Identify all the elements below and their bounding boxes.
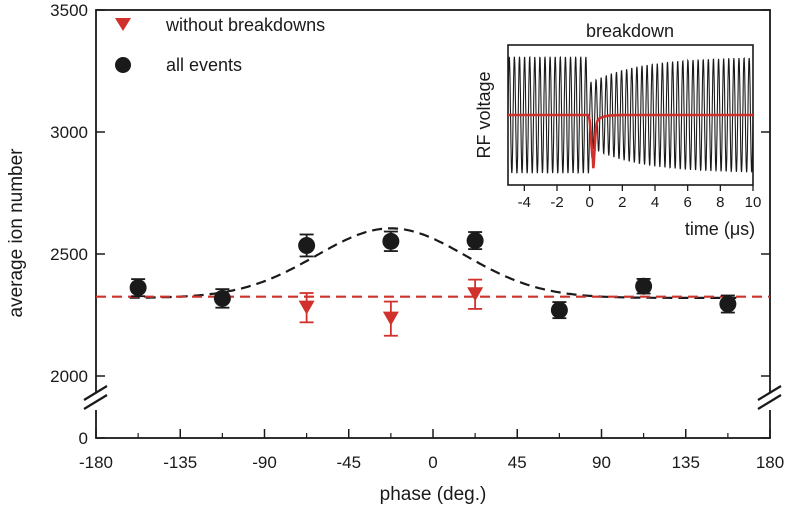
- y-axis-break-left: [82, 385, 112, 410]
- inset-x-tick-label: 6: [683, 194, 691, 211]
- legend-marker-without-breakdowns: [115, 18, 131, 31]
- x-tick-label: 180: [756, 453, 784, 472]
- y-axis-ticks: 0 2000 2500 3000 3500: [50, 1, 770, 448]
- legend-label-without-breakdowns: without breakdowns: [165, 15, 325, 35]
- data-point-without-breakdowns: [298, 292, 315, 324]
- y-axis-label: average ion number: [6, 148, 27, 318]
- marker-circle: [550, 301, 568, 319]
- x-axis-ticks: -180 -135 -90 -45 0 45 90 135 180: [79, 429, 784, 472]
- inset-x-tick-label: -2: [550, 194, 563, 211]
- marker-circle: [213, 289, 231, 307]
- series-points: [129, 230, 737, 337]
- inset-x-tick-label: 0: [585, 194, 593, 211]
- x-tick-label: -180: [79, 453, 113, 472]
- inset-x-tick-label: 4: [651, 194, 659, 211]
- x-tick-label: -90: [252, 453, 277, 472]
- legend: without breakdowns all events: [115, 15, 325, 75]
- marker-circle: [382, 232, 400, 250]
- x-tick-label: 135: [672, 453, 700, 472]
- gaussian-fit-line: [129, 227, 737, 299]
- marker-triangle: [467, 287, 484, 302]
- y-tick-label: 3500: [50, 1, 88, 20]
- data-point-all-events: [550, 301, 568, 320]
- data-point-all-events: [213, 288, 231, 309]
- marker-circle: [129, 279, 147, 297]
- marker-circle: [466, 232, 484, 250]
- inset-x-axis-ticks: -4 -2 0 2 4 6 8 10: [518, 185, 762, 211]
- inset-y-axis-label: RF voltage: [474, 71, 494, 158]
- data-point-all-events: [129, 278, 147, 298]
- marker-triangle: [298, 300, 315, 315]
- data-point-all-events: [466, 231, 484, 251]
- x-axis-label: phase (deg.): [380, 484, 487, 505]
- y-tick-label: 2500: [50, 245, 88, 264]
- data-point-all-events: [719, 294, 737, 314]
- x-tick-label: 0: [428, 453, 437, 472]
- inset-title: breakdown: [586, 21, 674, 41]
- inset-x-tick-label: 8: [716, 194, 724, 211]
- inset-x-tick-label: -4: [518, 194, 531, 211]
- inset-x-tick-label: 10: [745, 194, 762, 211]
- x-tick-label: -45: [336, 453, 361, 472]
- legend-label-all-events: all events: [166, 55, 242, 75]
- inset-x-tick-label: 2: [618, 194, 626, 211]
- data-point-without-breakdowns: [467, 278, 484, 310]
- fit-lines: [96, 227, 770, 299]
- x-tick-label: 45: [508, 453, 527, 472]
- marker-circle: [719, 295, 737, 313]
- marker-triangle: [382, 311, 399, 326]
- inset-traces: [507, 55, 754, 175]
- data-point-all-events: [635, 277, 653, 295]
- y-tick-label: 2000: [50, 367, 88, 386]
- marker-circle: [298, 236, 316, 254]
- data-point-all-events: [382, 230, 400, 252]
- x-tick-label: -135: [163, 453, 197, 472]
- inset-x-axis-label: time (μs): [685, 219, 755, 239]
- data-point-without-breakdowns: [382, 300, 399, 337]
- y-tick-label: 3000: [50, 123, 88, 142]
- marker-circle: [635, 277, 653, 295]
- legend-marker-all-events: [115, 57, 131, 73]
- y-tick-label: 0: [79, 429, 88, 448]
- x-tick-label: 90: [592, 453, 611, 472]
- data-point-all-events: [298, 233, 316, 258]
- inset-chart: breakdown -4 -2 0 2 4 6 8 10 time (μs) RF volta…: [474, 21, 761, 239]
- y-axis-break-right: [756, 385, 786, 410]
- inset-breakdown-trace: [508, 113, 753, 169]
